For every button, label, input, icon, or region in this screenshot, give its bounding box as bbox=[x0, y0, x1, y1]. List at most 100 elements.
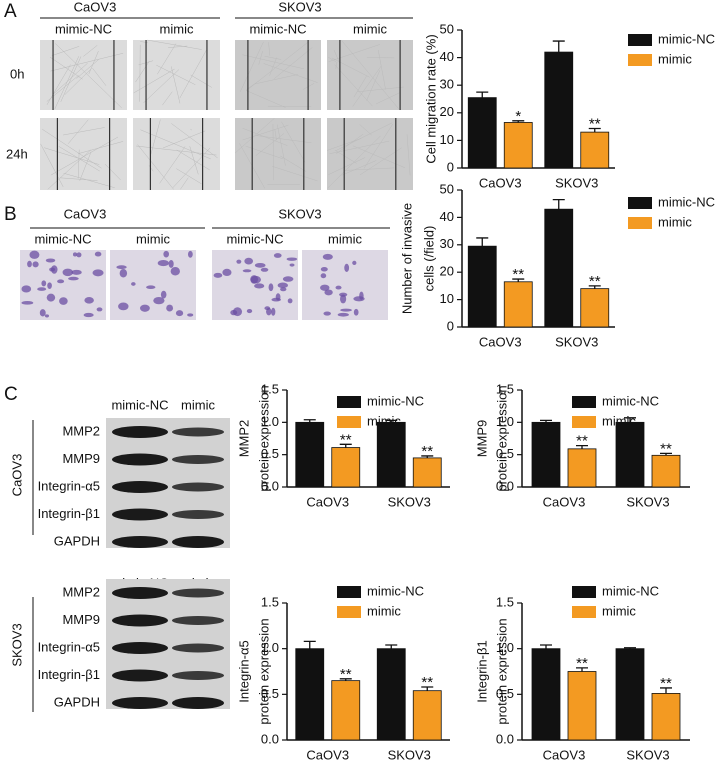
texture bbox=[59, 177, 98, 181]
y-axis-label: MMP2 bbox=[236, 420, 251, 458]
texture bbox=[363, 123, 394, 169]
texture bbox=[334, 64, 373, 107]
error-bar bbox=[512, 120, 525, 123]
texture bbox=[328, 56, 338, 64]
y-tick-label: 0.5 bbox=[496, 446, 514, 461]
texture bbox=[366, 70, 381, 101]
cell bbox=[49, 267, 56, 272]
bar bbox=[651, 693, 681, 741]
texture bbox=[176, 149, 210, 171]
y-axis-label: Integrin-β1 bbox=[474, 640, 489, 702]
y-tick-label: 40 bbox=[440, 209, 454, 224]
significance: ** bbox=[421, 674, 433, 691]
texture bbox=[277, 124, 286, 166]
band bbox=[112, 587, 168, 599]
y-tick-label: 0.0 bbox=[496, 731, 514, 746]
cell bbox=[96, 307, 103, 312]
cell bbox=[59, 297, 68, 305]
band bbox=[172, 616, 224, 625]
texture bbox=[60, 56, 82, 102]
legend-swatch bbox=[337, 416, 361, 428]
significance: ** bbox=[421, 443, 433, 460]
texture bbox=[64, 68, 92, 95]
protein-label: MMP9 bbox=[62, 451, 100, 466]
texture bbox=[179, 50, 207, 99]
error-bar bbox=[385, 419, 398, 423]
texture bbox=[40, 143, 64, 187]
cell bbox=[119, 269, 128, 278]
cell bbox=[47, 282, 52, 289]
bar bbox=[567, 448, 597, 488]
y-tick-label: 20 bbox=[440, 104, 454, 119]
y-tick-label: 1.0 bbox=[496, 414, 514, 429]
texture bbox=[242, 124, 289, 141]
cell bbox=[344, 263, 350, 272]
cell bbox=[323, 311, 331, 316]
texture bbox=[104, 163, 121, 181]
error-bar bbox=[552, 40, 565, 53]
band bbox=[172, 455, 224, 464]
texture bbox=[133, 68, 175, 94]
texture bbox=[137, 144, 174, 190]
cell bbox=[324, 289, 333, 296]
bar bbox=[295, 648, 325, 741]
cell bbox=[41, 280, 47, 287]
texture bbox=[170, 66, 181, 104]
legend-swatch bbox=[628, 197, 652, 209]
texture bbox=[331, 57, 370, 78]
bar bbox=[467, 97, 497, 169]
texture bbox=[172, 147, 211, 188]
texture bbox=[333, 49, 340, 64]
y-tick-label: 0.5 bbox=[261, 446, 279, 461]
texture bbox=[359, 147, 402, 176]
y-axis-label: protein expression bbox=[256, 385, 271, 491]
texture bbox=[258, 51, 263, 65]
legend-label: mimic bbox=[367, 603, 401, 618]
cell bbox=[340, 308, 352, 312]
significance: ** bbox=[589, 273, 601, 290]
bar bbox=[580, 288, 610, 328]
legend-swatch bbox=[572, 396, 596, 408]
bar bbox=[331, 680, 361, 741]
texture bbox=[51, 46, 80, 56]
texture bbox=[359, 124, 372, 136]
y-tick-label: 0.5 bbox=[261, 686, 279, 701]
significance: ** bbox=[576, 433, 588, 450]
texture bbox=[263, 63, 318, 83]
legend-label: mimic-NC bbox=[367, 393, 424, 408]
cell bbox=[320, 267, 328, 272]
error-bar bbox=[476, 91, 489, 98]
texture bbox=[50, 136, 119, 176]
cell bbox=[46, 293, 56, 302]
y-axis-label: protein expression bbox=[494, 385, 509, 491]
texture bbox=[328, 44, 381, 62]
texture bbox=[239, 41, 264, 93]
cell bbox=[277, 282, 289, 289]
texture bbox=[234, 118, 275, 154]
cell bbox=[44, 314, 50, 318]
texture bbox=[171, 123, 218, 159]
invasion-image bbox=[302, 250, 388, 320]
y-tick-label: 0.0 bbox=[496, 478, 514, 493]
x-tick-label: CaOV3 bbox=[479, 175, 522, 190]
cell bbox=[340, 294, 347, 304]
legend-swatch bbox=[628, 34, 652, 46]
x-tick-label: SKOV3 bbox=[388, 747, 431, 762]
cell bbox=[157, 259, 169, 267]
bar bbox=[544, 208, 574, 328]
texture bbox=[375, 92, 401, 105]
y-tick-label: 10 bbox=[440, 291, 454, 306]
protein-label: Integrin-β1 bbox=[38, 506, 100, 521]
cell bbox=[236, 259, 242, 264]
texture bbox=[83, 45, 98, 57]
legend-swatch bbox=[572, 606, 596, 618]
band bbox=[112, 508, 168, 521]
cell bbox=[246, 309, 253, 314]
group-label: mimic bbox=[328, 231, 362, 246]
legend-label: mimic-NC bbox=[658, 31, 715, 46]
cell bbox=[213, 272, 223, 278]
texture bbox=[79, 151, 92, 181]
cell bbox=[320, 284, 330, 291]
cell bbox=[76, 252, 82, 258]
